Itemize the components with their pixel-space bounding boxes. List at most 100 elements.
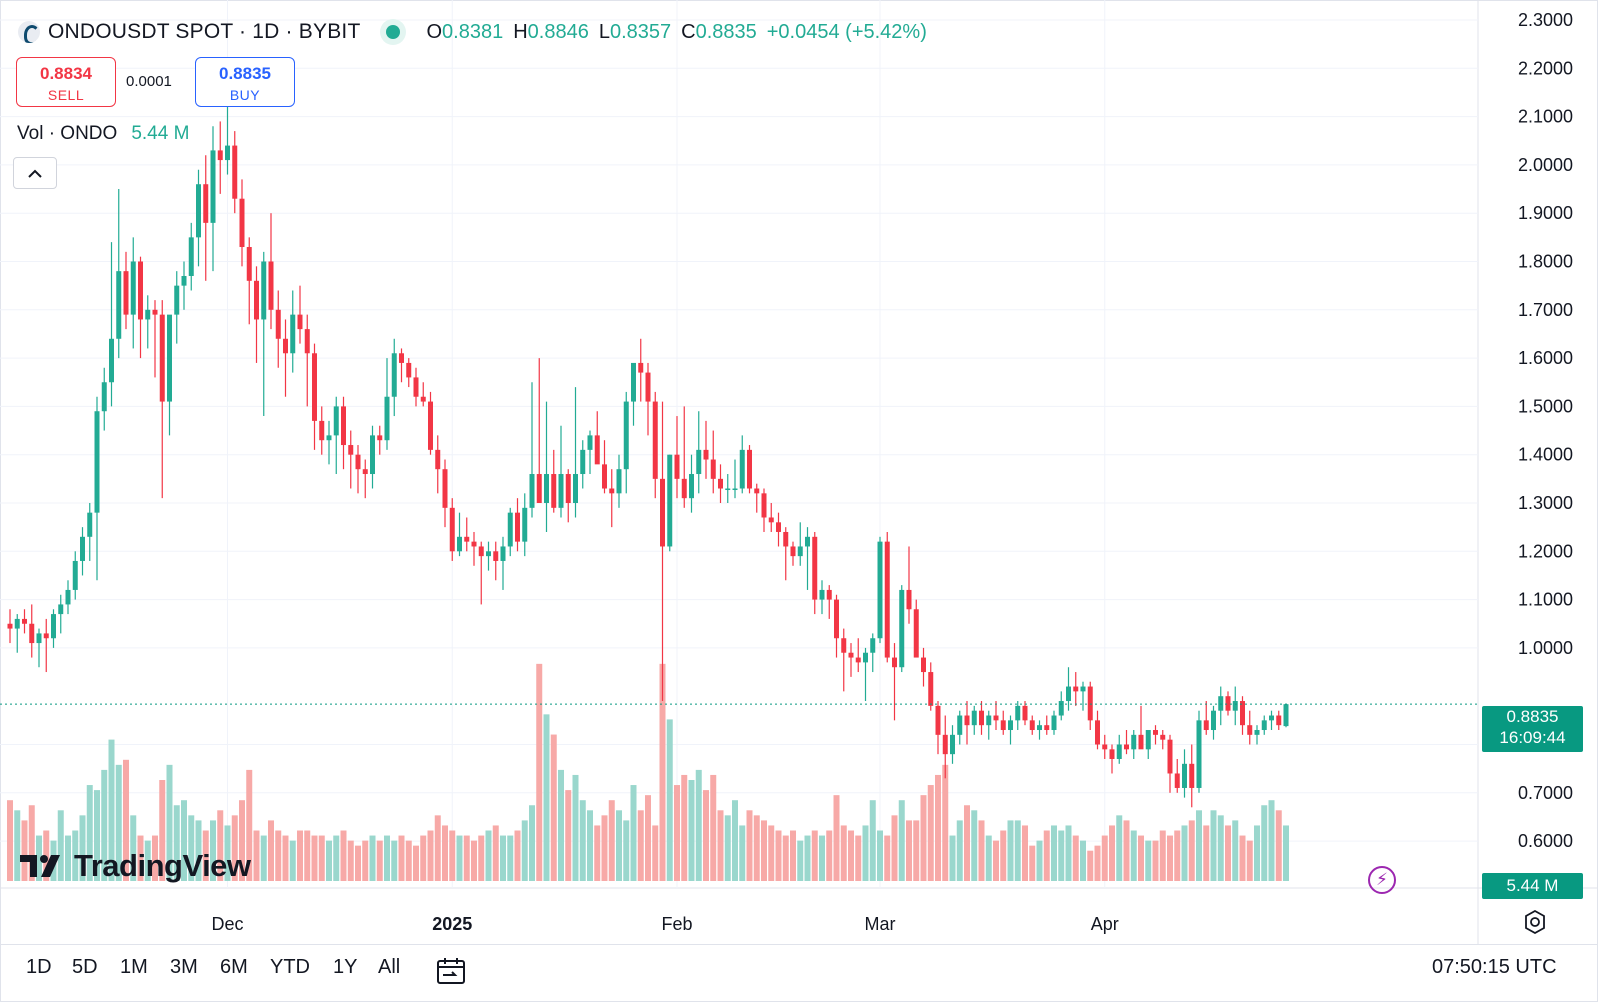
bar-countdown: 16:09:44 xyxy=(1499,728,1566,747)
timeframe-3m[interactable]: 3M xyxy=(170,956,198,978)
ohlc-high: H0.8846 xyxy=(513,21,589,44)
volume-bar xyxy=(413,845,419,881)
tradingview-logo[interactable]: TradingView xyxy=(20,848,251,884)
candle-body xyxy=(1218,696,1224,711)
candle-body xyxy=(1203,720,1209,731)
candle-body xyxy=(522,507,528,542)
price-tick-label: 2.0000 xyxy=(1518,155,1573,175)
price-candles xyxy=(7,106,1289,808)
candle-body xyxy=(1145,730,1151,750)
candle-body xyxy=(863,652,868,663)
candle-body xyxy=(935,705,941,735)
volume-bar xyxy=(913,820,920,881)
volume-bar xyxy=(57,810,64,881)
volume-bar xyxy=(775,830,782,881)
candle-body xyxy=(971,710,977,726)
price-tick-label: 1.9000 xyxy=(1518,203,1573,223)
price-tick-label: 1.3000 xyxy=(1518,493,1573,513)
price-tick-label: 1.6000 xyxy=(1518,348,1573,368)
candle-body xyxy=(1138,734,1144,750)
candle-body xyxy=(123,271,129,315)
candle-body xyxy=(884,541,890,658)
volume-bar xyxy=(311,835,318,881)
price-tick-label: 1.2000 xyxy=(1518,541,1573,561)
volume-bar xyxy=(848,830,854,881)
sell-label: SELL xyxy=(47,87,85,103)
volume-bar xyxy=(507,835,514,881)
volume-bar xyxy=(384,835,390,881)
candle-body xyxy=(1254,730,1260,735)
volume-bar xyxy=(724,815,731,881)
candle-body xyxy=(942,734,948,755)
volume-bar xyxy=(898,800,905,881)
volume-bar xyxy=(1014,820,1021,881)
symbol-title[interactable]: ONDOUSDT SPOT · 1D · BYBIT xyxy=(48,20,361,43)
volume-bar xyxy=(891,815,898,881)
candle-body xyxy=(1073,686,1079,692)
utc-clock[interactable]: 07:50:15 UTC xyxy=(1432,956,1557,978)
flash-icon[interactable]: ⚡ xyxy=(1368,866,1396,894)
volume-bar xyxy=(376,840,383,881)
market-status-icon[interactable] xyxy=(386,25,401,39)
timeframe-1d[interactable]: 1D xyxy=(26,956,52,978)
timeframe-ytd[interactable]: YTD xyxy=(270,956,310,978)
volume-bar xyxy=(1065,825,1072,881)
settings-gear-icon[interactable] xyxy=(1523,910,1547,934)
calendar-range-icon[interactable] xyxy=(436,957,466,985)
volume-bar xyxy=(478,835,485,881)
candle-body xyxy=(348,445,354,455)
volume-bar xyxy=(1167,835,1173,881)
timeframe-all[interactable]: All xyxy=(378,956,401,978)
candle-body xyxy=(1037,725,1042,731)
candle-body xyxy=(1240,701,1245,726)
candle-body xyxy=(1182,763,1187,788)
volume-bar xyxy=(993,840,999,881)
timeframe-1m[interactable]: 1M xyxy=(120,956,148,978)
volume-bar xyxy=(253,830,260,881)
timeframe-5d[interactable]: 5D xyxy=(72,956,98,978)
ohlc-close: C0.8835 xyxy=(681,21,757,44)
candle-body xyxy=(638,362,644,373)
timeframe-6m[interactable]: 6M xyxy=(220,956,248,978)
candle-body xyxy=(457,536,462,552)
spread-value: 0.0001 xyxy=(126,73,172,90)
candle-body xyxy=(747,449,752,489)
candle-body xyxy=(689,474,694,499)
candle-body xyxy=(174,285,180,315)
sell-button[interactable]: 0.8834 SELL xyxy=(16,57,116,107)
timeframe-1y[interactable]: 1Y xyxy=(333,956,358,978)
candle-body xyxy=(855,657,861,663)
volume-bar xyxy=(819,835,825,881)
volume-bar xyxy=(1101,835,1108,881)
volume-bar xyxy=(601,815,608,881)
candle-body xyxy=(312,353,317,421)
candle-body xyxy=(370,435,375,475)
volume-bar xyxy=(608,800,615,881)
volume-bar xyxy=(732,800,738,881)
volume-bar xyxy=(1022,825,1028,881)
volume-bar xyxy=(282,835,289,881)
volume-bar xyxy=(224,825,231,881)
candle-body xyxy=(515,512,520,542)
candle-body xyxy=(913,609,919,658)
candle-body xyxy=(1095,720,1100,745)
symbol-header: ONDOUSDT SPOT · 1D · BYBIT O0.8381 H0.88… xyxy=(18,18,927,46)
volume-legend[interactable]: Vol · ONDO 5.44 M xyxy=(17,123,189,145)
volume-bar xyxy=(210,820,216,881)
volume-bar xyxy=(630,785,637,881)
volume-bar xyxy=(181,800,187,881)
collapse-legend-button[interactable] xyxy=(13,157,57,189)
buy-button[interactable]: 0.8835 BUY xyxy=(195,57,295,107)
volume-bar xyxy=(587,810,593,881)
volume-bar xyxy=(427,830,434,881)
volume-bar xyxy=(949,835,956,881)
candle-body xyxy=(290,314,296,354)
candle-body xyxy=(1087,686,1093,721)
low-value: 0.8357 xyxy=(609,20,672,43)
candle-body xyxy=(72,560,78,590)
candle-body xyxy=(159,314,165,402)
volume-bar xyxy=(195,820,202,881)
candle-body xyxy=(558,474,564,508)
